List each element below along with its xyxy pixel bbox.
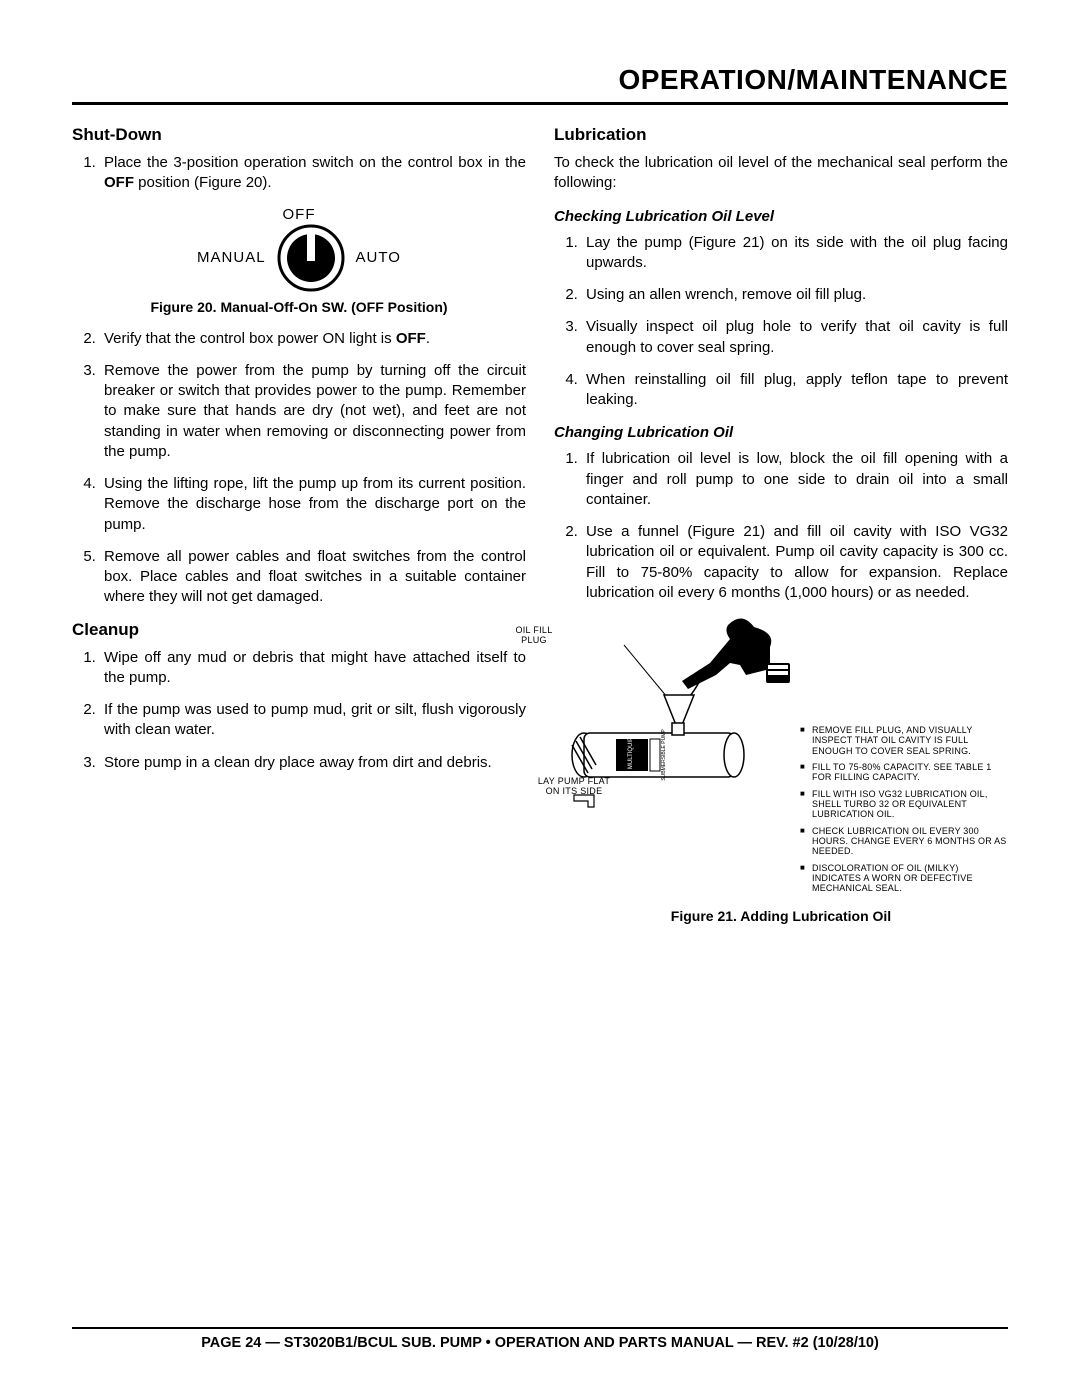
changing-list: If lubrication oil level is low, block t… — [554, 449, 1008, 603]
fig21-note: DISCOLORATION OF OIL (MILKY) INDICATES A… — [800, 863, 1008, 894]
checking-step-1: Lay the pump (Figure 21) on its side wit… — [582, 233, 1008, 274]
cleanup-list: Wipe off any mud or debris that might ha… — [72, 648, 526, 773]
shutdown-step-1: Place the 3-position operation switch on… — [100, 153, 526, 194]
shutdown-step-3: Remove the power from the pump by turnin… — [100, 361, 526, 462]
shutdown-step-4: Using the lifting rope, lift the pump up… — [100, 474, 526, 535]
text: Place the 3-position operation switch on… — [104, 154, 526, 171]
cleanup-step-1: Wipe off any mud or debris that might ha… — [100, 648, 526, 689]
figure-20: OFF MANUAL AUTO — [72, 206, 526, 293]
fig21-note: FILL TO 75-80% CAPACITY. SEE TABLE 1 FOR… — [800, 762, 1008, 783]
shutdown-list-cont: Verify that the control box power ON lig… — [72, 329, 526, 608]
fig21-notes-list: REMOVE FILL PLUG, AND VISUALLY INSPECT T… — [800, 725, 1008, 894]
fig20-manual-label: MANUAL — [197, 249, 266, 266]
fig21-oil-fill-label: OIL FILL PLUG — [484, 625, 584, 646]
switch-icon — [276, 223, 346, 293]
figure-20-caption: Figure 20. Manual-Off-On SW. (OFF Positi… — [72, 299, 526, 315]
svg-text:MULTIQUIP: MULTIQUIP — [628, 737, 634, 769]
changing-heading: Changing Lubrication Oil — [554, 424, 1008, 441]
checking-heading: Checking Lubrication Oil Level — [554, 208, 1008, 225]
fig21-note: FILL WITH ISO VG32 LUBRICATION OIL, SHEL… — [800, 789, 1008, 820]
cleanup-step-2: If the pump was used to pump mud, grit o… — [100, 700, 526, 741]
figure-21-caption: Figure 21. Adding Lubrication Oil — [554, 908, 1008, 924]
two-column-layout: Shut-Down Place the 3-position operation… — [72, 119, 1008, 938]
bold-off2: OFF — [396, 330, 426, 347]
checking-step-4: When reinstalling oil fill plug, apply t… — [582, 370, 1008, 411]
page-header: OPERATION/MAINTENANCE — [72, 64, 1008, 105]
text: position (Figure 20). — [134, 174, 272, 191]
right-column: Lubrication To check the lubrication oil… — [554, 119, 1008, 938]
changing-step-1: If lubrication oil level is low, block t… — [582, 449, 1008, 510]
text: Verify that the control box power ON lig… — [104, 330, 396, 347]
shutdown-list: Place the 3-position operation switch on… — [72, 153, 526, 194]
left-column: Shut-Down Place the 3-position operation… — [72, 119, 526, 938]
cleanup-heading: Cleanup — [72, 620, 526, 640]
fig21-lay-flat-label: LAY PUMP FLAT ON ITS SIDE — [504, 776, 644, 797]
shutdown-heading: Shut-Down — [72, 125, 526, 145]
page-footer: PAGE 24 — ST3020B1/BCUL SUB. PUMP • OPER… — [72, 1327, 1008, 1351]
changing-step-2: Use a funnel (Figure 21) and fill oil ca… — [582, 522, 1008, 603]
lubrication-heading: Lubrication — [554, 125, 1008, 145]
lubrication-intro: To check the lubrication oil level of th… — [554, 153, 1008, 194]
checking-list: Lay the pump (Figure 21) on its side wit… — [554, 233, 1008, 411]
shutdown-step-2: Verify that the control box power ON lig… — [100, 329, 526, 349]
fig21-note: CHECK LUBRICATION OIL EVERY 300 HOURS. C… — [800, 826, 1008, 857]
checking-step-3: Visually inspect oil plug hole to verify… — [582, 317, 1008, 358]
cleanup-step-3: Store pump in a clean dry place away fro… — [100, 753, 526, 773]
checking-step-2: Using an allen wrench, remove oil fill p… — [582, 285, 1008, 305]
figure-21: MULTIQUIP SUBMERSIBLE PUMP OIL FILL PLUG… — [554, 615, 1008, 924]
bold-off: OFF — [104, 174, 134, 191]
fig20-off-label: OFF — [72, 206, 526, 223]
svg-text:SUBMERSIBLE PUMP: SUBMERSIBLE PUMP — [661, 729, 667, 781]
fig20-auto-label: AUTO — [356, 249, 401, 266]
shutdown-step-5: Remove all power cables and float switch… — [100, 547, 526, 608]
fig21-note: REMOVE FILL PLUG, AND VISUALLY INSPECT T… — [800, 725, 1008, 756]
text: . — [426, 330, 430, 347]
